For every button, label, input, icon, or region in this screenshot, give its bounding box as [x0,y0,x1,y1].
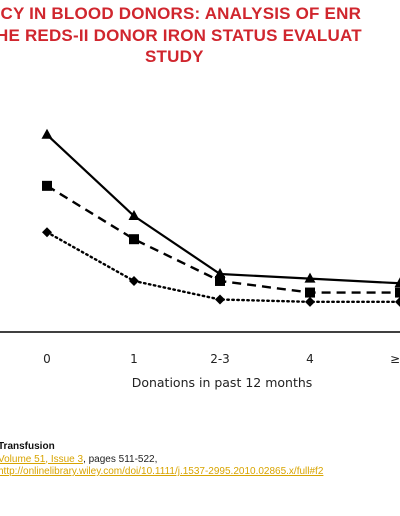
data-point-triangle [128,210,140,220]
x-tick-label: 2-3 [210,352,230,366]
chart-series [41,128,400,307]
data-point-square [215,275,225,286]
data-point-square [395,287,400,298]
data-point-triangle [394,277,400,288]
data-point-square [305,287,315,298]
x-tick-label: 4 [306,352,314,366]
volume-link[interactable]: Volume 51, Issue 3 [0,453,84,465]
slide-title: NCY IN BLOOD DONORS: ANALYSIS OF ENR HE … [0,0,400,72]
volume-line: Volume 51, Issue 3, pages 511-522, [0,454,398,467]
series-2-square [42,180,400,298]
series-line [45,231,400,304]
data-point-diamond [395,296,400,307]
x-tick-label: 0 [43,352,51,366]
data-point-triangle [214,268,226,278]
doi-line: http://onlinelibrary.wiley.com/doi/10.11… [0,466,398,479]
title-line-3: STUDY [145,47,204,66]
pages-text: , pages 511-522, [83,453,158,465]
series-1-triangle [41,128,400,288]
source-citation: Transfusion Volume 51, Issue 3, pages 51… [0,441,398,479]
series-3-diamond [42,227,400,307]
data-point-diamond [129,275,139,286]
title-line-1: NCY IN BLOOD DONORS: ANALYSIS OF ENR [0,4,362,23]
x-tick-label: ≥ 5 [390,352,400,366]
title-line-2: HE REDS-II DONOR IRON STATUS EVALUAT [0,26,362,45]
x-axis-title: Donations in past 12 months [132,375,313,390]
journal-name: Transfusion [0,441,55,452]
data-point-square [129,234,139,245]
doi-link[interactable]: http://onlinelibrary.wiley.com/doi/10.11… [0,466,324,477]
x-tick-label: 1 [130,352,138,366]
data-point-square [42,180,52,191]
data-point-triangle [304,272,316,283]
x-tick-labels: 0 1 2-3 4 ≥ 5 [43,352,400,366]
line-chart: 0 1 2-3 4 ≥ 5 Donations in past 12 months [0,128,400,390]
data-point-diamond [215,294,225,305]
data-point-triangle [41,128,53,139]
data-point-diamond [305,296,315,307]
data-point-diamond [42,227,52,238]
